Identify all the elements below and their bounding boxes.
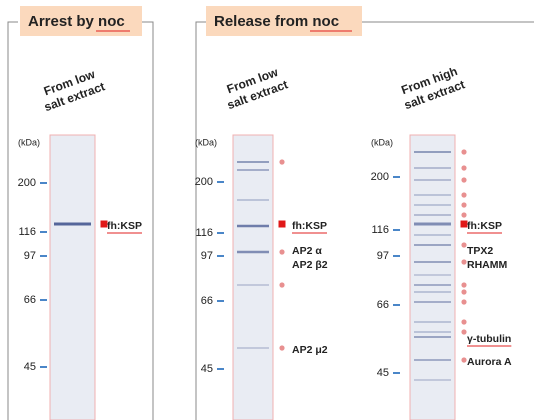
gel-band bbox=[414, 194, 451, 196]
frame bbox=[142, 22, 153, 420]
gel-band bbox=[237, 251, 269, 254]
gel-band bbox=[414, 151, 451, 153]
figure: Arrest by noc Release from noc From lowsal… bbox=[0, 0, 534, 420]
unit-label: (kDa) bbox=[195, 137, 217, 147]
band-dot bbox=[461, 177, 466, 182]
gel-band bbox=[414, 223, 451, 226]
gel-band bbox=[237, 161, 269, 163]
marker-label: 97 bbox=[201, 250, 213, 262]
gel-band bbox=[414, 179, 451, 181]
band-annotation: AP2 μ2 bbox=[292, 344, 328, 356]
gel-band bbox=[237, 199, 269, 201]
frame bbox=[8, 22, 18, 420]
band-dot bbox=[461, 192, 466, 197]
marker-label: 200 bbox=[18, 177, 36, 189]
panel-title: Arrest by noc bbox=[28, 13, 125, 30]
gel-band bbox=[414, 204, 451, 206]
marker-label: 200 bbox=[195, 176, 213, 188]
band-dot bbox=[461, 212, 466, 217]
gel-lane bbox=[410, 135, 455, 420]
band-dot bbox=[461, 329, 466, 334]
gel-lane bbox=[50, 135, 95, 420]
band-dot bbox=[461, 282, 466, 287]
target-marker bbox=[279, 221, 286, 228]
band-annotation: γ-tubulin bbox=[467, 333, 511, 345]
marker-label: 45 bbox=[377, 367, 389, 379]
marker-label: 97 bbox=[24, 250, 36, 262]
band-dot bbox=[279, 282, 284, 287]
gel-band bbox=[414, 234, 451, 236]
band-dot bbox=[461, 259, 466, 264]
gel-band bbox=[414, 291, 451, 293]
band-annotation: fh:KSP bbox=[107, 220, 142, 232]
band-dot bbox=[461, 357, 466, 362]
band-annotation: RHAMM bbox=[467, 259, 507, 271]
marker-label: 66 bbox=[24, 294, 36, 306]
band-annotation: Aurora A bbox=[467, 356, 512, 368]
gel-lane bbox=[233, 135, 273, 420]
band-annotation: TPX2 bbox=[467, 245, 493, 257]
marker-label: 97 bbox=[377, 250, 389, 262]
marker-label: 116 bbox=[18, 226, 36, 238]
gel-band bbox=[414, 167, 451, 169]
band-annotation: fh:KSP bbox=[292, 220, 327, 232]
band-dot bbox=[461, 242, 466, 247]
band-dot bbox=[279, 249, 284, 254]
band-dot bbox=[461, 319, 466, 324]
marker-label: 116 bbox=[371, 224, 389, 236]
gel-band bbox=[54, 223, 91, 226]
band-dot bbox=[461, 149, 466, 154]
gel-band bbox=[237, 169, 269, 171]
gel-band bbox=[414, 301, 451, 303]
band-dot bbox=[279, 345, 284, 350]
gel-band bbox=[414, 331, 451, 333]
gel-band bbox=[414, 284, 451, 286]
unit-label: (kDa) bbox=[371, 137, 393, 147]
unit-label: (kDa) bbox=[18, 137, 40, 147]
band-annotation: fh:KSP bbox=[467, 220, 502, 232]
gel-band bbox=[414, 379, 451, 381]
band-dot bbox=[461, 299, 466, 304]
gel-band bbox=[414, 359, 451, 361]
marker-label: 45 bbox=[201, 363, 213, 375]
gel-band bbox=[414, 321, 451, 323]
band-annotation: AP2 α bbox=[292, 245, 322, 257]
gel-band bbox=[414, 261, 451, 263]
marker-label: 116 bbox=[195, 227, 213, 239]
gel-band bbox=[237, 284, 269, 286]
gel-band bbox=[414, 336, 451, 338]
gel-band bbox=[237, 225, 269, 228]
gel-band bbox=[237, 347, 269, 349]
marker-label: 66 bbox=[377, 299, 389, 311]
band-dot bbox=[461, 165, 466, 170]
band-dot bbox=[279, 159, 284, 164]
gel-band bbox=[414, 244, 451, 246]
gel-band bbox=[414, 274, 451, 276]
panel-title: Release from noc bbox=[214, 13, 339, 30]
band-dot bbox=[461, 289, 466, 294]
marker-label: 66 bbox=[201, 295, 213, 307]
band-annotation: AP2 β2 bbox=[292, 259, 328, 271]
band-dot bbox=[461, 202, 466, 207]
marker-label: 45 bbox=[24, 361, 36, 373]
frame bbox=[196, 22, 206, 420]
marker-label: 200 bbox=[371, 171, 389, 183]
gel-band bbox=[414, 214, 451, 216]
